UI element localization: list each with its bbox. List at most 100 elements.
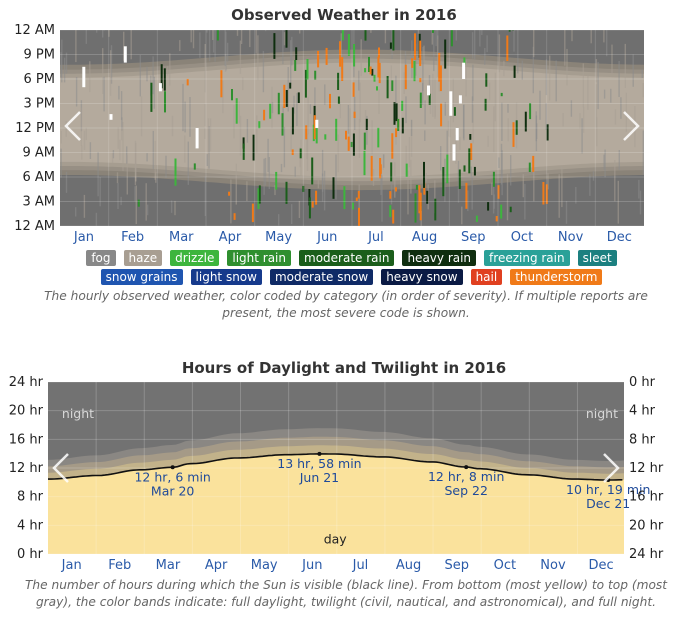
legend-sleet: sleet xyxy=(577,250,617,266)
precipitation-mark xyxy=(291,149,294,155)
month-label: Jan xyxy=(73,230,94,245)
fog-haze-mark xyxy=(126,146,128,164)
precipitation-mark xyxy=(497,185,500,199)
precipitation-mark xyxy=(419,78,422,83)
fog-haze-mark xyxy=(587,75,589,110)
fog-haze-mark xyxy=(130,30,132,60)
fog-haze-mark xyxy=(524,183,526,220)
fog-haze-mark xyxy=(378,89,380,114)
precipitation-mark xyxy=(529,103,532,120)
daylight-marker xyxy=(464,465,469,470)
fog-haze-mark xyxy=(565,201,568,224)
month-label: Jun xyxy=(316,230,337,245)
precipitation-mark xyxy=(277,92,280,115)
legend-haze: haze xyxy=(123,250,163,266)
fog-haze-mark xyxy=(97,152,99,197)
month-label: Nov xyxy=(558,230,584,245)
fog-haze-mark xyxy=(434,180,436,214)
precipitation-mark xyxy=(426,190,429,204)
fog-haze-mark xyxy=(408,137,411,168)
fog-haze-mark xyxy=(239,40,242,74)
fog-haze-mark xyxy=(592,171,595,181)
fog-haze-mark xyxy=(102,30,104,38)
precipitation-mark xyxy=(174,158,177,186)
precipitation-mark xyxy=(434,198,437,221)
precipitation-mark xyxy=(315,124,318,144)
fog-haze-mark xyxy=(169,53,171,86)
precipitation-mark xyxy=(411,58,414,68)
precipitation-mark xyxy=(509,206,512,213)
fog-haze-mark xyxy=(434,105,436,117)
month-label: Nov xyxy=(540,558,566,572)
precipitation-mark xyxy=(475,215,478,222)
y-left-tick-label: 8 hr xyxy=(17,490,44,505)
fog-haze-mark xyxy=(425,173,427,182)
fog-haze-mark xyxy=(290,40,292,86)
precipitation-mark xyxy=(365,118,368,130)
fog-haze-mark xyxy=(532,46,534,94)
precipitation-mark xyxy=(352,202,354,210)
precipitation-mark xyxy=(252,134,255,161)
fog-haze-mark xyxy=(317,180,320,189)
fog-haze-mark xyxy=(119,139,121,161)
y-right-tick-label: 4 hr xyxy=(629,404,656,419)
fog-haze-mark xyxy=(306,133,309,171)
fog-haze-mark xyxy=(435,30,437,47)
precipitation-mark xyxy=(364,30,367,41)
fog-haze-mark xyxy=(381,175,383,222)
precipitation-mark xyxy=(258,185,261,204)
fog-haze-mark xyxy=(452,78,454,123)
fog-haze-mark xyxy=(459,136,461,150)
legend-moderate_rain: moderate rain xyxy=(299,250,395,266)
precipitation-mark xyxy=(275,171,278,190)
fog-haze-mark xyxy=(235,163,237,205)
fog-haze-mark xyxy=(566,48,568,86)
fog-haze-mark xyxy=(271,102,274,114)
fog-haze-mark xyxy=(298,200,301,218)
previous-arrow-icon[interactable] xyxy=(62,110,84,142)
precipitation-mark xyxy=(378,47,380,58)
precipitation-mark xyxy=(414,33,416,60)
legend-heavy_rain: heavy rain xyxy=(402,250,477,266)
precipitation-mark xyxy=(545,184,548,204)
fog-haze-mark xyxy=(204,128,206,139)
day-label: day xyxy=(324,531,348,546)
next-arrow-icon[interactable] xyxy=(620,110,642,142)
fog-haze-mark xyxy=(455,134,457,164)
y-left-tick-label: 20 hr xyxy=(9,404,44,419)
daylight-next-arrow-icon[interactable] xyxy=(600,452,622,484)
daylight-annotation-date: Dec 21 xyxy=(586,496,630,511)
fog-haze-mark xyxy=(323,170,326,211)
fog-haze-mark xyxy=(500,143,503,185)
precipitation-mark xyxy=(401,100,404,111)
weather-caption: The hourly observed weather, color coded… xyxy=(44,289,648,320)
fog-haze-mark xyxy=(204,104,206,126)
precipitation-mark xyxy=(423,161,425,188)
precipitation-mark xyxy=(343,186,346,210)
fog-haze-mark xyxy=(641,69,643,78)
month-label: Aug xyxy=(396,558,421,572)
month-label: Feb xyxy=(121,230,144,245)
precipitation-mark xyxy=(363,132,366,150)
fog-haze-mark xyxy=(321,173,324,202)
precipitation-mark xyxy=(404,64,407,90)
fog-haze-mark xyxy=(287,67,289,112)
month-label: Mar xyxy=(169,230,194,245)
fog-haze-mark xyxy=(571,30,573,42)
month-label: May xyxy=(251,558,278,572)
y-tick-label: 6 AM xyxy=(22,170,55,185)
fog-haze-mark xyxy=(222,80,224,114)
fog-haze-mark xyxy=(146,66,148,82)
precipitation-mark xyxy=(515,120,518,135)
fog-haze-mark xyxy=(212,30,215,53)
fog-haze-mark xyxy=(395,75,397,111)
fog-haze-mark xyxy=(75,77,78,107)
precipitation-mark xyxy=(273,33,276,59)
fog-haze-mark xyxy=(446,130,448,156)
daylight-line xyxy=(48,453,623,481)
precipitation-mark xyxy=(371,68,374,76)
daylight-previous-arrow-icon[interactable] xyxy=(50,452,72,484)
fog-haze-mark xyxy=(467,190,469,212)
fog-haze-mark xyxy=(300,139,302,178)
